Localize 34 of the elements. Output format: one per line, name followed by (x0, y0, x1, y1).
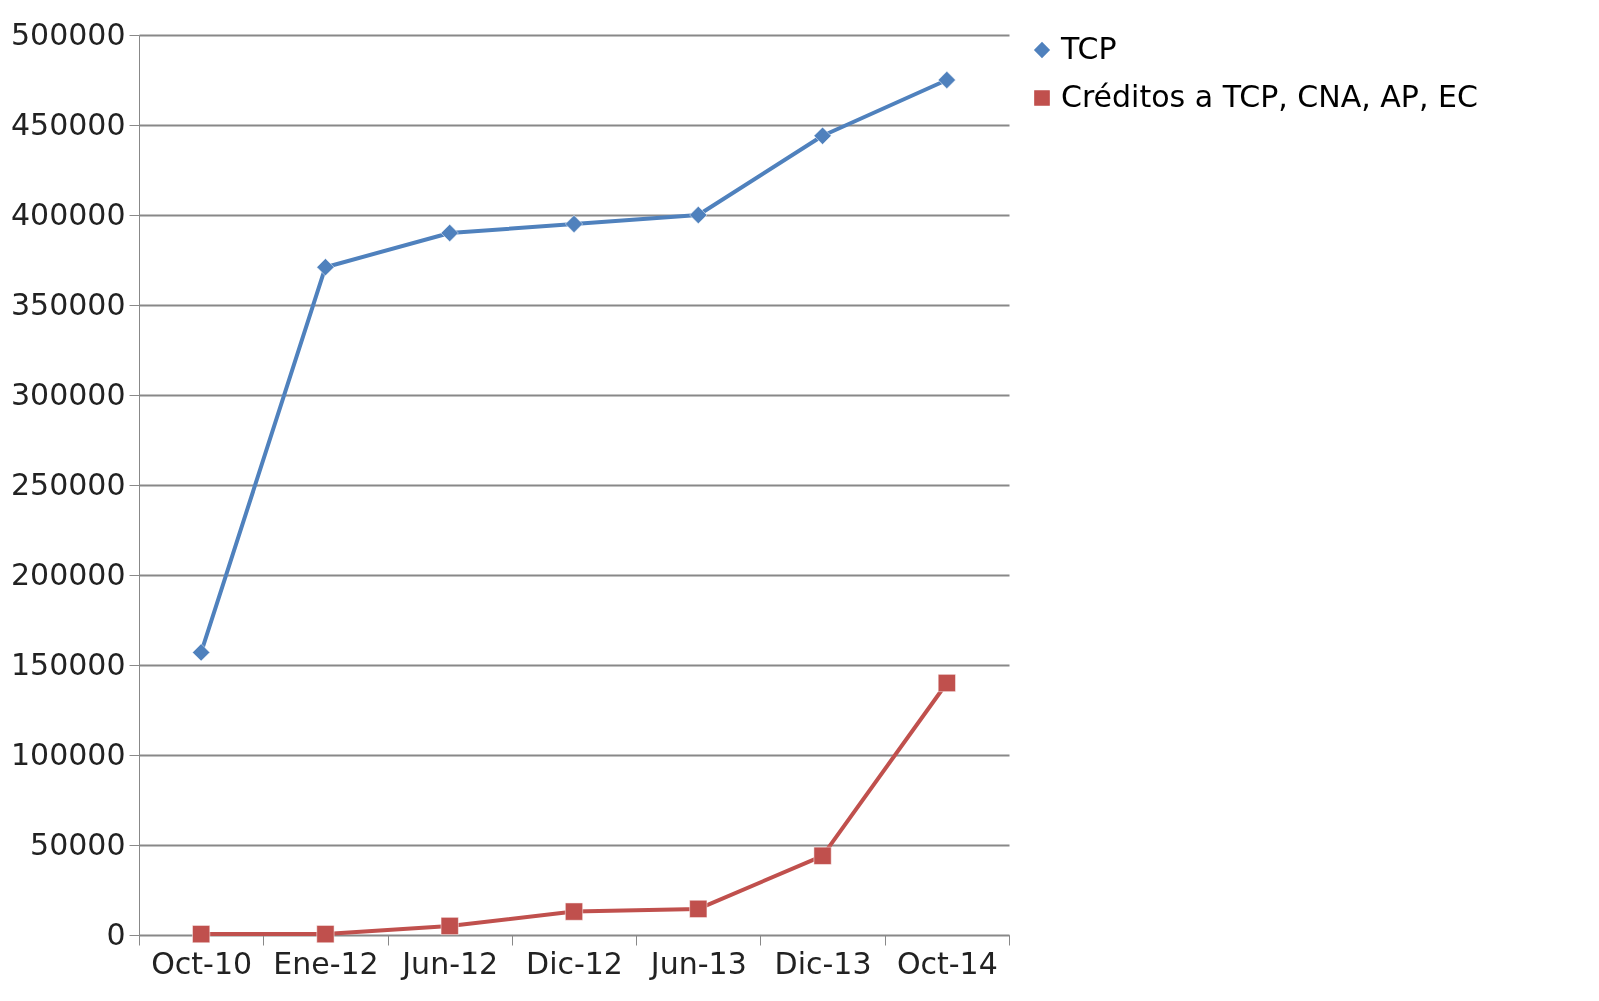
point (440, 224, 459, 242)
point (565, 902, 583, 921)
point (192, 643, 211, 662)
y-tick-label: 100000 (10, 736, 126, 772)
y-tick-label: 300000 (10, 376, 126, 412)
point (316, 925, 335, 944)
x-tick-label: Jun-13 (648, 945, 747, 981)
point (813, 126, 832, 145)
x-tick-label: Dic-12 (526, 945, 623, 981)
y-tick-label: 350000 (10, 286, 126, 322)
x-tick-label: Dic-13 (774, 945, 872, 981)
y-tick-label: 500000 (10, 16, 126, 52)
point (689, 899, 708, 918)
x-tick-label: Oct-10 (151, 945, 253, 981)
point (813, 846, 832, 865)
y-tick-label: 0 (106, 916, 126, 952)
legend-label: TCP (1060, 31, 1117, 66)
point (440, 917, 459, 935)
legend-label: Créditos a TCP, CNA, AP, EC (1061, 79, 1478, 114)
point (689, 206, 708, 224)
point (192, 925, 211, 944)
point (937, 71, 956, 89)
x-tick-label: Jun-12 (400, 945, 499, 981)
y-tick-label: 150000 (10, 646, 126, 682)
x-tick-label: Oct-14 (896, 945, 998, 981)
x-tick-label: Ene-12 (273, 945, 379, 981)
y-tick-label: 400000 (10, 196, 126, 232)
point (565, 215, 583, 233)
y-tick-label: 450000 (10, 106, 126, 142)
point (316, 258, 335, 277)
y-tick-label: 250000 (10, 466, 126, 502)
y-tick-label: 50000 (30, 826, 126, 862)
point (937, 674, 956, 692)
y-tick-label: 200000 (10, 556, 126, 592)
